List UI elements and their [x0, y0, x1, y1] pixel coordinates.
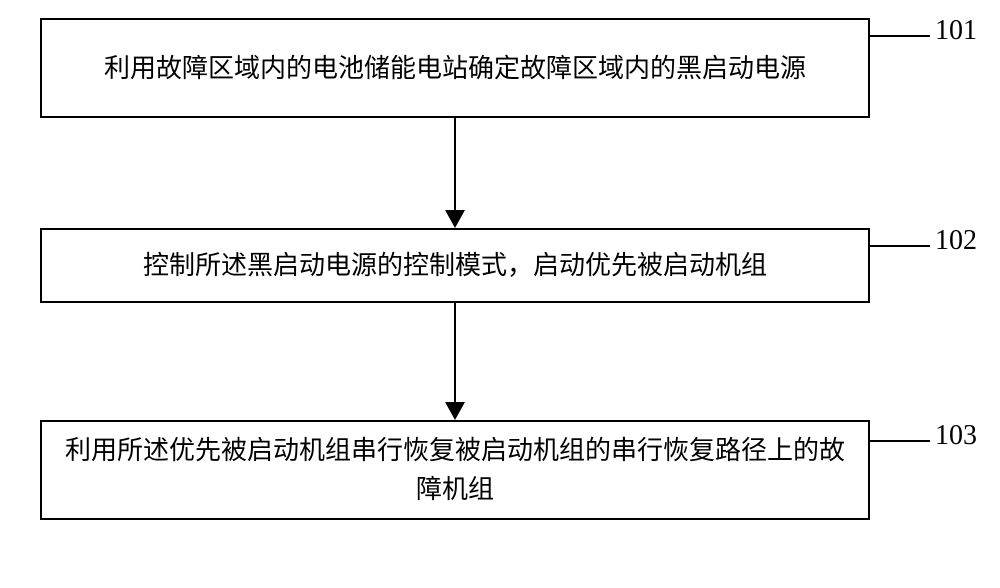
- flow-box-step3: 利用所述优先被启动机组串行恢复被启动机组的串行恢复路径上的故障机组: [40, 420, 870, 520]
- flow-box-step2: 控制所述黑启动电源的控制模式，启动优先被启动机组: [40, 228, 870, 303]
- flow-box-step1: 利用故障区域内的电池储能电站确定故障区域内的黑启动电源: [40, 18, 870, 118]
- arrow-line-1: [454, 118, 456, 210]
- arrow-head-1: [445, 210, 465, 228]
- step-label-101: 101: [935, 15, 977, 47]
- flow-box-text-step3: 利用所述优先被启动机组串行恢复被启动机组的串行恢复路径上的故障机组: [62, 431, 848, 509]
- connector-line-step2: [870, 245, 930, 247]
- connector-line-step3: [870, 440, 930, 442]
- step-label-103: 103: [935, 420, 977, 452]
- connector-line-step1: [870, 35, 930, 37]
- flow-box-text-step2: 控制所述黑启动电源的控制模式，启动优先被启动机组: [143, 246, 767, 285]
- arrow-line-2: [454, 303, 456, 402]
- flow-box-text-step1: 利用故障区域内的电池储能电站确定故障区域内的黑启动电源: [104, 49, 806, 88]
- arrow-head-2: [445, 402, 465, 420]
- flowchart-container: 利用故障区域内的电池储能电站确定故障区域内的黑启动电源 101 控制所述黑启动电…: [0, 0, 1000, 588]
- step-label-102: 102: [935, 225, 977, 257]
